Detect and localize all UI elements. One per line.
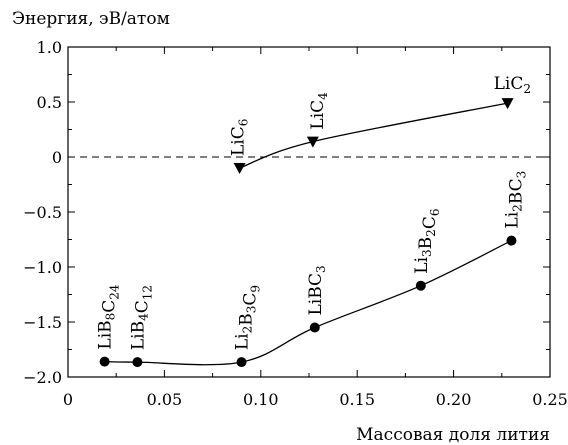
y-axis-label: Энергия, эВ/атом xyxy=(12,9,170,29)
point-label: LiB4C12 xyxy=(128,285,154,350)
x-tick-label: 0.20 xyxy=(436,390,472,409)
point-label: LiBC3 xyxy=(306,265,328,315)
x-tick-label: 0 xyxy=(63,390,73,409)
y-tick-label: −2.0 xyxy=(23,368,62,387)
y-tick-label: 0 xyxy=(52,148,62,167)
x-axis-label: Массовая доля лития xyxy=(356,425,550,445)
data-point-triangle xyxy=(233,163,246,174)
data-point-circle xyxy=(132,357,143,368)
data-point-triangle xyxy=(306,136,319,148)
point-label: LiC2 xyxy=(494,74,531,96)
x-tick-label: 0.25 xyxy=(532,390,568,409)
data-point-circle xyxy=(309,322,320,333)
y-tick-label: −1.5 xyxy=(23,313,62,332)
y-tick-label: 0.5 xyxy=(37,93,62,112)
point-label: Li3B2C6 xyxy=(412,209,442,274)
y-tick-label: 1.0 xyxy=(37,38,62,57)
point-label: LiB8C24 xyxy=(96,284,122,350)
point-label: LiC6 xyxy=(229,119,251,156)
y-tick-label: −1.0 xyxy=(23,258,62,277)
point-label: Li2BC3 xyxy=(502,171,528,229)
data-point-circle xyxy=(236,357,247,368)
data-point-circle xyxy=(415,280,426,291)
x-tick-label: 0.05 xyxy=(147,390,183,409)
data-point-circle xyxy=(506,235,517,246)
series-line xyxy=(239,102,508,169)
y-tick-label: −0.5 xyxy=(23,203,62,222)
data-point-circle xyxy=(99,356,110,367)
point-label: LiC4 xyxy=(308,92,330,130)
point-label: Li2B3C9 xyxy=(233,285,263,350)
data-point-triangle xyxy=(501,98,514,110)
x-tick-label: 0.10 xyxy=(243,390,279,409)
x-tick-label: 0.15 xyxy=(339,390,375,409)
